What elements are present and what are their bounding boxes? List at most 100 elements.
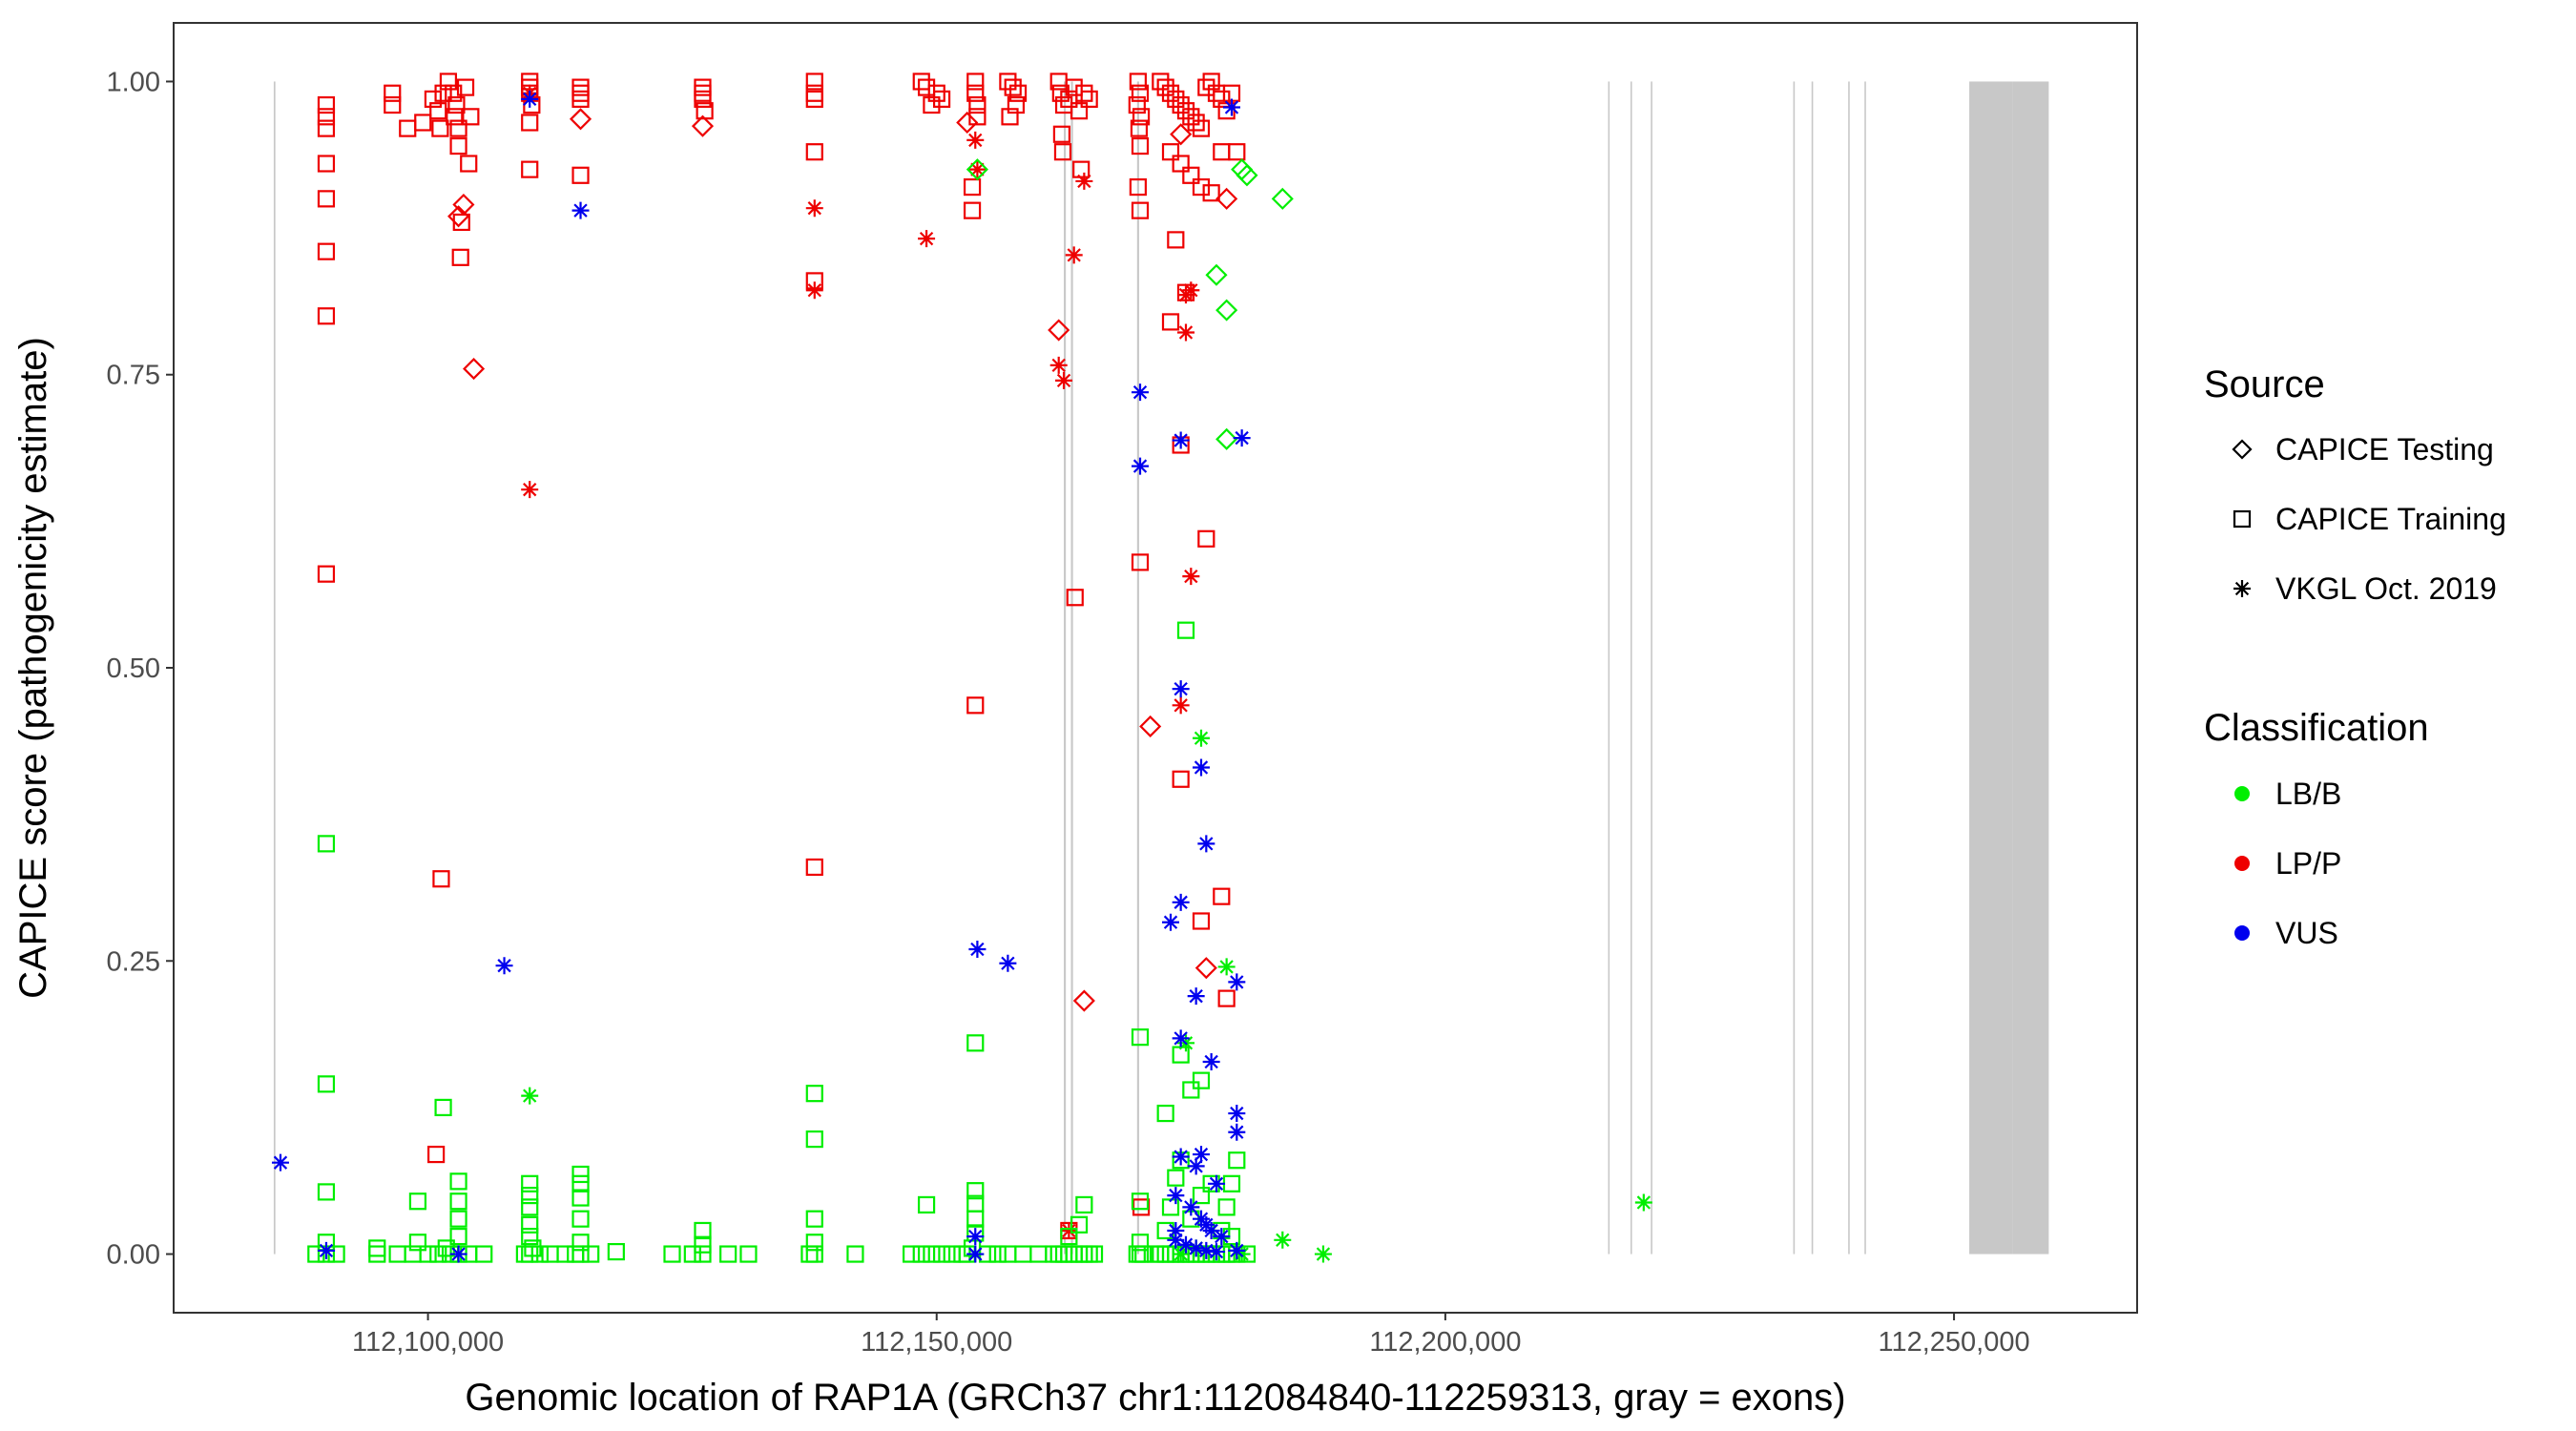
data-point: [521, 1174, 539, 1192]
data-point: [1217, 1198, 1236, 1216]
data-point: [1215, 299, 1238, 321]
x-tick-label: 112,100,000: [352, 1327, 504, 1358]
data-point: [1075, 84, 1093, 102]
data-point: [805, 73, 823, 91]
data-point: [1139, 715, 1162, 738]
data-point: [966, 158, 988, 181]
data-point: [317, 242, 336, 260]
data-point: [1202, 73, 1220, 91]
data-point: [449, 1192, 467, 1211]
data-point: [427, 1145, 446, 1164]
data-point: [521, 481, 539, 499]
data-point: [988, 1245, 1007, 1263]
exon-band: [2012, 81, 2049, 1255]
data-point: [571, 201, 590, 219]
data-point: [1271, 187, 1294, 210]
data-point: [1217, 958, 1236, 976]
exon-band: [1064, 81, 1067, 1255]
data-point: [571, 78, 590, 96]
data-point: [384, 84, 402, 102]
data-point: [1161, 913, 1179, 931]
data-point: [1228, 1241, 1246, 1259]
data-point: [1075, 172, 1093, 190]
data-point: [271, 1153, 289, 1172]
data-point: [1233, 429, 1251, 447]
data-point: [607, 1242, 625, 1261]
data-point: [1233, 1245, 1251, 1263]
data-point: [1070, 102, 1089, 120]
legend: Source CAPICE Testing CAPICE Training VK…: [2204, 363, 2506, 950]
data-point: [1065, 246, 1083, 264]
data-point: [694, 1221, 712, 1240]
legend-asterisk-icon: [2233, 580, 2251, 597]
data-point: [1156, 1104, 1174, 1123]
data-point: [1187, 987, 1205, 1006]
data-point: [1172, 696, 1190, 715]
data-point: [1131, 201, 1150, 219]
data-point: [475, 1245, 493, 1263]
data-point: [1167, 1231, 1185, 1249]
data-point: [388, 1245, 406, 1263]
exon-band: [1864, 81, 1866, 1255]
legend-dot-icon: [2234, 786, 2250, 801]
data-point: [447, 95, 466, 114]
data-point: [1202, 184, 1220, 202]
data-point: [1182, 108, 1200, 126]
data-point: [1172, 680, 1190, 698]
data-point: [1014, 1245, 1032, 1263]
data-point: [963, 201, 982, 219]
exon-band: [1070, 81, 1073, 1255]
data-point: [932, 1245, 951, 1263]
data-points: [271, 73, 1652, 1263]
data-point: [1205, 263, 1228, 286]
data-point: [1152, 73, 1170, 91]
data-point: [1130, 119, 1149, 137]
data-point: [663, 1245, 681, 1263]
data-point: [1131, 553, 1150, 571]
data-point: [932, 90, 951, 108]
data-point: [923, 95, 941, 114]
data-point: [1131, 136, 1150, 156]
data-point: [447, 205, 470, 228]
data-point: [968, 940, 987, 958]
data-point: [966, 73, 985, 91]
data-point: [1129, 73, 1147, 91]
data-point: [1207, 84, 1226, 102]
data-point: [1129, 177, 1147, 197]
data-point: [1072, 160, 1091, 178]
data-point: [1187, 1157, 1205, 1175]
data-point: [1182, 568, 1200, 586]
data-point: [1236, 164, 1258, 187]
data-point: [694, 84, 712, 102]
data-point: [1634, 1193, 1652, 1212]
data-point: [1202, 1221, 1220, 1239]
data-point: [446, 108, 464, 126]
data-point: [1176, 621, 1195, 639]
data-point: [317, 190, 336, 208]
data-point: [384, 95, 402, 114]
legend-class-item-lbb: LB/B: [2234, 777, 2341, 811]
data-point: [521, 1186, 539, 1205]
data-point: [1213, 90, 1231, 108]
data-point: [1060, 1221, 1078, 1239]
data-point: [1182, 281, 1200, 300]
data-point: [521, 160, 539, 178]
exon-band: [1811, 81, 1814, 1255]
exon-band: [1630, 81, 1632, 1255]
data-point: [452, 193, 475, 217]
y-tick-label: 0.50: [107, 653, 160, 684]
x-tick-label: 112,250,000: [1878, 1327, 2029, 1358]
data-point: [1228, 1123, 1246, 1141]
data-point: [569, 108, 592, 131]
data-point: [317, 108, 336, 126]
data-point: [683, 1245, 701, 1263]
y-tick-label: 0.75: [107, 361, 160, 391]
exon-band: [1793, 81, 1796, 1255]
data-point: [1222, 84, 1241, 102]
data-point: [1055, 371, 1073, 389]
data-point: [805, 1234, 823, 1252]
data-point: [1132, 108, 1151, 126]
data-point: [1080, 90, 1098, 108]
data-point: [1182, 1081, 1200, 1099]
data-point: [317, 1075, 336, 1093]
